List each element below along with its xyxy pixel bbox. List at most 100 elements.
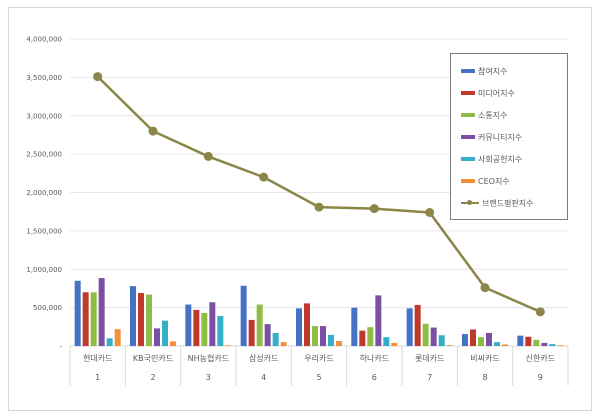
y-tick-label: 3,500,000 (26, 74, 62, 82)
bar (359, 330, 366, 346)
y-tick-label: 2,000,000 (26, 189, 62, 197)
bar (304, 303, 310, 346)
x-rank-label: 6 (372, 373, 377, 382)
legend-item-communication: 소통지수 (461, 104, 567, 126)
bar (154, 328, 160, 346)
legend-label: 미디어지수 (478, 88, 515, 98)
legend-item-participation: 참여지수 (461, 60, 567, 82)
bar (406, 308, 413, 346)
bar (130, 286, 136, 346)
line-marker (369, 204, 379, 214)
line-marker (480, 283, 490, 293)
x-rank-label: 5 (316, 373, 321, 382)
line-marker (148, 126, 158, 136)
bar (446, 345, 453, 346)
x-category-label: NH농협카드 (188, 353, 229, 363)
bar (462, 334, 468, 346)
x-rank-label: 1 (95, 373, 100, 382)
x-category-label: 하나카드 (360, 353, 389, 363)
legend-item-community: 커뮤니티지수 (461, 126, 567, 148)
bar (533, 339, 540, 346)
bar (225, 345, 232, 346)
bar (336, 341, 342, 346)
bar (470, 329, 476, 346)
bar (557, 345, 564, 346)
bar (383, 337, 390, 346)
bar (217, 316, 224, 346)
legend-item-brand-reputation: 브랜드평판지수 (461, 192, 567, 214)
x-category-label: 롯데카드 (415, 354, 444, 363)
bar (272, 332, 279, 346)
legend-label: 브랜드평판지수 (482, 198, 534, 208)
bar (478, 337, 484, 346)
bar (375, 295, 382, 346)
legend-label: 참여지수 (478, 66, 508, 76)
bar (170, 341, 176, 346)
bar (438, 335, 445, 346)
line-marker (425, 207, 435, 217)
line-marker (535, 307, 545, 317)
line-marker (259, 172, 269, 182)
bar (296, 308, 302, 346)
y-tick-label: 500,000 (33, 304, 62, 312)
bar (106, 338, 113, 346)
x-rank-label: 2 (150, 373, 155, 382)
legend-label: 사회공헌지수 (478, 154, 523, 164)
y-tick-label: 1,000,000 (26, 266, 62, 274)
bar (422, 323, 429, 346)
legend-label: 소통지수 (478, 110, 508, 120)
bar (162, 320, 168, 346)
bar (280, 342, 287, 346)
bar (98, 278, 105, 346)
bar (201, 312, 208, 346)
x-category-label: 우리카드 (304, 354, 333, 363)
legend-swatch-icon (461, 91, 475, 95)
bar (248, 319, 255, 346)
bar (264, 324, 271, 346)
bar (541, 342, 548, 346)
bar (494, 342, 500, 346)
bar (328, 334, 334, 346)
bar (74, 280, 81, 346)
bar (525, 336, 532, 346)
legend-swatch-icon (461, 179, 475, 183)
bar (320, 326, 326, 346)
bar (367, 327, 374, 346)
bar (240, 285, 247, 346)
bar (256, 304, 263, 346)
bar (114, 329, 121, 346)
x-category-label: 비씨카드 (470, 354, 499, 363)
bar (430, 327, 437, 346)
legend-item-social-contribution: 사회공헌지수 (461, 148, 567, 170)
x-category-label: 현대카드 (83, 354, 112, 363)
chart-legend: 참여지수 미디어지수 소통지수 커뮤니티지수 사회공헌지수 CEO지수 브랜드평… (450, 53, 568, 220)
legend-label: CEO지수 (478, 176, 510, 186)
bar (185, 304, 192, 346)
bar (82, 292, 89, 346)
bar (209, 302, 216, 346)
x-rank-label: 8 (482, 373, 487, 382)
bar (391, 342, 398, 346)
x-rank-label: 3 (206, 373, 211, 382)
bar (312, 326, 318, 346)
legend-item-media: 미디어지수 (461, 82, 567, 104)
bar (549, 344, 556, 346)
x-rank-label: 9 (538, 373, 543, 382)
bar (193, 309, 200, 346)
legend-item-ceo: CEO지수 (461, 170, 567, 192)
legend-swatch-icon (461, 135, 475, 139)
bar (486, 332, 492, 346)
line-marker (93, 72, 103, 82)
bar (138, 293, 144, 346)
x-category-label: 삼성카드 (249, 353, 278, 363)
y-tick-label: 2,500,000 (26, 151, 62, 159)
line-marker (314, 202, 324, 212)
legend-line-marker-icon (461, 200, 479, 205)
legend-swatch-icon (461, 113, 475, 117)
bar (502, 344, 508, 346)
y-tick-label: - (59, 343, 62, 351)
bar (414, 304, 421, 346)
bar (90, 292, 97, 346)
line-marker (203, 151, 213, 161)
